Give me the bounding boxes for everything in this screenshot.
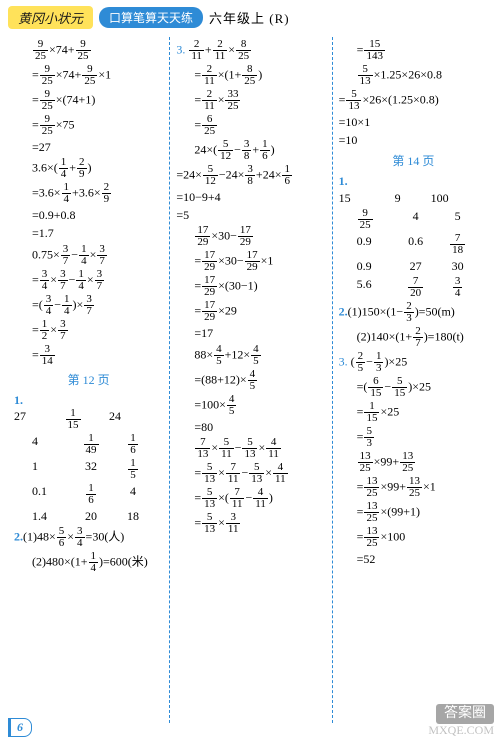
c2-step: =100×45: [176, 394, 325, 417]
table-row: 1.42018: [14, 508, 163, 524]
table-row: 0.90.6718: [339, 233, 488, 256]
page-subtitle: 第 12 页: [14, 371, 163, 388]
c1-word-problem: 2.(1)48×56×34=30(人): [14, 526, 163, 549]
page-footer: 6: [8, 718, 32, 737]
c1-word-problem: (2)480×(1+14)=600(米): [14, 551, 163, 574]
c2-step: =24×512−24×38+24×16: [176, 164, 325, 187]
c2-result: =17: [176, 325, 325, 341]
c2-expr: 713×511−513×411: [176, 437, 325, 460]
page-subtitle: 第 14 页: [339, 152, 488, 169]
c1-expr: 0.75×37−14×37: [14, 244, 163, 267]
c2-step: =513×(711−411): [176, 487, 325, 510]
table-row: 92545: [339, 208, 488, 231]
content-columns: 925×74+925 =925×74+925×1 =925×(74+1) =92…: [0, 33, 500, 723]
c2-step: =513×311: [176, 512, 325, 535]
c3-step: =(615−515)×25: [339, 376, 488, 399]
c1-expr: 925×74+925: [14, 39, 163, 62]
c3-word-problem: 2.(1)150×(1−23)=50(m): [339, 301, 488, 324]
grade-label: 六年级上 (R): [209, 8, 290, 27]
c2-result: =5: [176, 207, 325, 223]
c3-step: =10×1: [339, 114, 488, 130]
c2-step: =211×(1+825): [176, 64, 325, 87]
c1-expr: 3.6×(14+29): [14, 157, 163, 180]
c1-step: =925×74+925×1: [14, 64, 163, 87]
c3-result: =10: [339, 132, 488, 148]
c1-result: =27: [14, 139, 163, 155]
c3-expr: 3. (25−13)×25: [339, 351, 488, 374]
c2-expr: 24×(512−38+16): [176, 139, 325, 162]
brand-badge: 黄冈小状元: [8, 6, 93, 29]
table-row: 0.92730: [339, 258, 488, 274]
watermark: 答案圈 MXQE.COM: [428, 704, 494, 737]
c2-result: =625: [176, 114, 325, 137]
c1-step: =3.6×14+3.6×29: [14, 182, 163, 205]
c1-result: =314: [14, 344, 163, 367]
c2-expr: 1729×30−1729: [176, 225, 325, 248]
series-pill: 口算笔算天天练: [99, 7, 203, 28]
c1-result: =1.7: [14, 225, 163, 241]
c2-step: =211×3325: [176, 89, 325, 112]
c3-result: =53: [339, 426, 488, 449]
c3-step: =513×26×(1.25×0.8): [339, 89, 488, 112]
c3-result: =15143: [339, 39, 488, 62]
c1-step: =(34−14)×37: [14, 294, 163, 317]
watermark-url: MXQE.COM: [428, 724, 494, 737]
c1-step: =925×(74+1): [14, 89, 163, 112]
table-row: 13215: [14, 458, 163, 481]
column-3: =15143 513×1.25×26×0.8 =513×26×(1.25×0.8…: [332, 37, 494, 723]
table-row: 1.159100: [339, 173, 488, 205]
column-2: 3. 211+211×825 =211×(1+825) =211×3325 =6…: [169, 37, 331, 723]
table-row: 1.2711524: [14, 392, 163, 431]
page-number: 6: [8, 718, 32, 737]
page-header: 黄冈小状元 口算笔算天天练 六年级上 (R): [0, 0, 500, 33]
c3-step: =115×25: [339, 401, 488, 424]
c2-step: =1729×29: [176, 300, 325, 323]
c1-step: =0.9+0.8: [14, 207, 163, 223]
c1-step: =12×37: [14, 319, 163, 342]
c3-expr: 513×1.25×26×0.8: [339, 64, 488, 87]
column-1: 925×74+925 =925×74+925×1 =925×(74+1) =92…: [8, 37, 169, 723]
table-row: 5.672034: [339, 276, 488, 299]
c3-word-problem: (2)140×(1+27)=180(t): [339, 326, 488, 349]
c2-expr: 3. 211+211×825: [176, 39, 325, 62]
c3-step: =1325×100: [339, 526, 488, 549]
table-row: 0.1164: [14, 483, 163, 506]
c2-result: =80: [176, 419, 325, 435]
c3-expr: 1325×99+1325: [339, 451, 488, 474]
c1-step: =34×37−14×37: [14, 269, 163, 292]
c2-expr: 88×45+12×45: [176, 344, 325, 367]
c2-step: =10−9+4: [176, 189, 325, 205]
c3-step: =1325×99+1325×1: [339, 476, 488, 499]
table-row: 414916: [14, 433, 163, 456]
c3-step: =1325×(99+1): [339, 501, 488, 524]
c1-step: =925×75: [14, 114, 163, 137]
c3-result: =52: [339, 551, 488, 567]
watermark-text: 答案圈: [436, 704, 494, 723]
c2-step: =(88+12)×45: [176, 369, 325, 392]
c2-step: =513×711−513×411: [176, 462, 325, 485]
c2-step: =1729×(30−1): [176, 275, 325, 298]
c2-step: =1729×30−1729×1: [176, 250, 325, 273]
